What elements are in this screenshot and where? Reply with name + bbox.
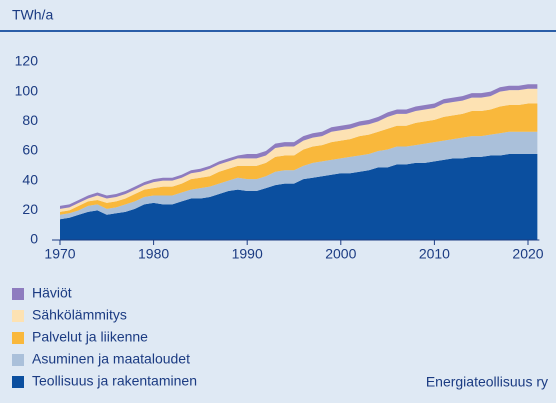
y-axis-label: TWh/a — [12, 7, 53, 23]
x-tick-label: 1990 — [232, 246, 263, 262]
x-tick-label: 2020 — [512, 246, 543, 262]
y-tick-label: 80 — [22, 112, 38, 128]
legend-label: Sähkölämmitys — [32, 307, 127, 323]
area — [60, 131, 538, 220]
legend-swatch — [12, 354, 24, 366]
legend-swatch — [12, 288, 24, 300]
source: Energiateollisuus ry — [426, 374, 548, 390]
legend-swatch — [12, 310, 24, 322]
area — [60, 84, 538, 209]
area — [60, 103, 538, 215]
area — [60, 153, 538, 240]
legend-label: Asuminen ja maataloudet — [32, 351, 190, 367]
legend-label: Palvelut ja liikenne — [32, 329, 148, 345]
legend-swatch — [12, 376, 24, 388]
y-tick-label: 100 — [15, 82, 39, 98]
legend-swatch — [12, 332, 24, 344]
x-tick-label: 2000 — [325, 246, 356, 262]
y-tick-label: 0 — [30, 231, 38, 247]
y-tick-label: 60 — [22, 142, 38, 158]
legend-label: Häviöt — [32, 285, 72, 301]
legend-label: Teollisuus ja rakentaminen — [32, 373, 197, 389]
x-tick-label: 2010 — [419, 246, 450, 262]
area — [60, 88, 538, 212]
x-tick-label: 1970 — [44, 246, 75, 262]
y-tick-label: 120 — [15, 53, 39, 69]
y-tick-label: 40 — [22, 171, 38, 187]
y-tick-label: 20 — [22, 201, 38, 217]
x-tick-label: 1980 — [138, 246, 169, 262]
